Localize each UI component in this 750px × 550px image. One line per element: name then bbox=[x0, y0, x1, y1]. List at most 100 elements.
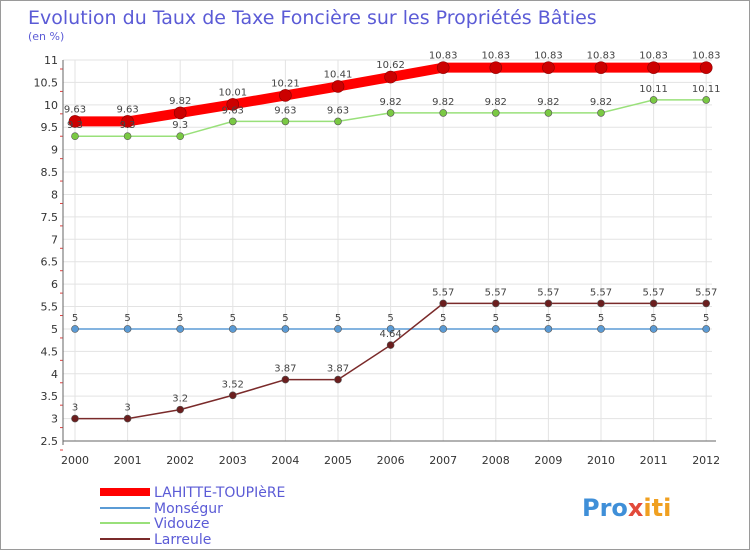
data-label: 5.57 bbox=[485, 287, 507, 298]
data-point bbox=[544, 325, 553, 333]
data-point bbox=[439, 299, 448, 308]
data-point bbox=[173, 106, 187, 120]
data-point bbox=[68, 115, 82, 128]
y-tick-label: 5 bbox=[51, 323, 58, 336]
chart-subtitle: (en %) bbox=[28, 30, 64, 43]
data-point bbox=[699, 61, 713, 74]
data-point bbox=[594, 61, 608, 74]
data-label: 5 bbox=[440, 313, 446, 324]
svg-text:Proxiti: Proxiti bbox=[582, 494, 671, 522]
data-label: 9.63 bbox=[64, 104, 86, 115]
data-label: 5 bbox=[598, 313, 604, 324]
x-tick-label: 2001 bbox=[114, 454, 142, 467]
data-point bbox=[334, 325, 342, 333]
data-label: 10.11 bbox=[692, 84, 721, 95]
data-label: 3.2 bbox=[172, 394, 188, 405]
data-point bbox=[436, 61, 450, 74]
data-label: 10.83 bbox=[639, 51, 668, 62]
y-tick-label: 10 bbox=[44, 99, 58, 112]
data-label: 5 bbox=[124, 313, 130, 324]
data-label: 10.01 bbox=[218, 87, 247, 98]
data-point bbox=[71, 132, 79, 140]
data-point bbox=[489, 61, 503, 74]
data-point bbox=[386, 325, 395, 333]
data-point bbox=[334, 375, 342, 384]
data-point bbox=[702, 299, 711, 308]
data-point bbox=[386, 341, 395, 349]
data-point bbox=[71, 414, 79, 423]
data-label: 3 bbox=[72, 403, 78, 414]
y-tick-label: 3.5 bbox=[41, 390, 59, 403]
y-tick-label: 7 bbox=[51, 233, 58, 246]
data-point bbox=[281, 117, 290, 126]
data-label: 9.63 bbox=[222, 105, 244, 116]
chart-title: Evolution du Taux de Taxe Foncière sur l… bbox=[28, 7, 597, 29]
x-tick-label: 2007 bbox=[429, 454, 457, 467]
data-point bbox=[281, 375, 290, 384]
y-tick-label: 6 bbox=[51, 278, 58, 291]
x-tick-label: 2010 bbox=[587, 454, 615, 467]
data-label: 9.82 bbox=[590, 97, 612, 108]
data-point bbox=[176, 405, 184, 414]
data-label: 5 bbox=[493, 313, 499, 324]
data-label: 9.82 bbox=[379, 97, 401, 108]
legend-label-3: Larreule bbox=[154, 532, 211, 548]
data-point bbox=[542, 61, 555, 74]
data-label: 10.11 bbox=[639, 84, 668, 95]
data-point bbox=[334, 117, 342, 126]
data-point bbox=[491, 299, 500, 308]
data-label: 5.57 bbox=[432, 287, 454, 298]
data-label: 5 bbox=[177, 313, 183, 324]
data-point bbox=[229, 117, 237, 126]
data-label: 9.3 bbox=[120, 120, 136, 131]
data-point bbox=[279, 89, 292, 102]
data-label: 9.63 bbox=[327, 105, 349, 116]
x-tick-label: 2008 bbox=[482, 454, 510, 467]
data-point bbox=[176, 325, 184, 333]
y-tick-label: 3 bbox=[51, 413, 58, 426]
data-label: 10.83 bbox=[429, 51, 458, 62]
y-tick-label: 4 bbox=[51, 368, 58, 381]
data-point bbox=[544, 109, 553, 117]
data-label: 3 bbox=[124, 403, 130, 414]
x-tick-label: 2006 bbox=[377, 454, 405, 467]
x-tick-label: 2011 bbox=[640, 454, 668, 467]
data-label: 5 bbox=[545, 313, 551, 324]
data-point bbox=[226, 98, 240, 111]
data-point bbox=[384, 70, 397, 84]
data-label: 5 bbox=[282, 313, 288, 324]
y-tick-label: 7.5 bbox=[41, 211, 59, 224]
brand-logo-part-2: x bbox=[628, 494, 644, 522]
data-point bbox=[702, 325, 711, 333]
data-point bbox=[281, 325, 290, 333]
y-tick-label: 8 bbox=[51, 188, 58, 201]
data-label: 9.3 bbox=[67, 120, 83, 131]
data-point bbox=[597, 299, 605, 308]
data-label: 3.52 bbox=[222, 379, 244, 390]
x-tick-label: 2004 bbox=[271, 454, 299, 467]
data-label: 5.57 bbox=[590, 287, 612, 298]
data-label: 10.83 bbox=[481, 51, 510, 62]
x-tick-label: 2002 bbox=[166, 454, 194, 467]
data-point bbox=[439, 109, 448, 117]
data-point bbox=[491, 325, 500, 333]
data-label: 5.57 bbox=[537, 287, 559, 298]
data-point bbox=[597, 325, 605, 333]
y-tick-label: 10.5 bbox=[34, 76, 59, 89]
data-point bbox=[176, 132, 184, 140]
y-tick-label: 4.5 bbox=[41, 345, 59, 358]
data-point bbox=[597, 109, 605, 117]
data-point bbox=[491, 109, 500, 117]
legend-label-1: Monségur bbox=[154, 501, 223, 517]
data-label: 10.83 bbox=[534, 51, 563, 62]
data-point bbox=[71, 325, 79, 333]
data-point bbox=[229, 325, 237, 333]
y-tick-label: 6.5 bbox=[41, 256, 59, 269]
data-label: 5 bbox=[230, 313, 236, 324]
y-tick-label: 2.5 bbox=[41, 435, 59, 448]
data-point bbox=[439, 325, 448, 333]
data-label: 4.64 bbox=[379, 329, 401, 340]
legend-label-0: LAHITTE-TOUPIèRE bbox=[154, 485, 285, 501]
